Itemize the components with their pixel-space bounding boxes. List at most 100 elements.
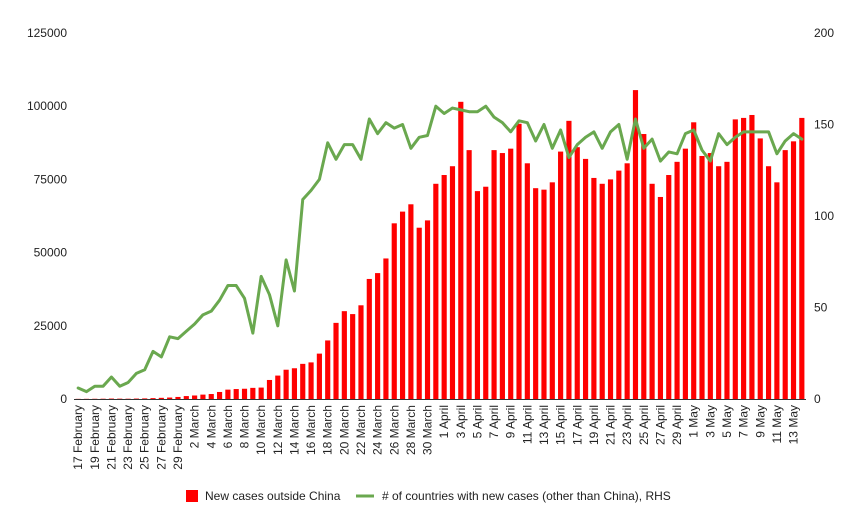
- line-point: [359, 158, 363, 161]
- legend-label-bar: New cases outside China: [205, 489, 341, 503]
- line-point: [675, 152, 679, 155]
- line-point: [775, 152, 779, 155]
- bar: [275, 375, 281, 399]
- x-tick-label: 4 March: [204, 405, 218, 448]
- bar: [641, 134, 647, 399]
- bar: [291, 368, 298, 399]
- bar: [582, 158, 589, 399]
- line-point: [617, 123, 621, 126]
- bar: [408, 204, 414, 399]
- bar: [716, 166, 722, 399]
- line-point: [800, 137, 804, 141]
- y-left-tick-label: 0: [60, 392, 67, 406]
- x-tick-label: 26 March: [387, 405, 401, 455]
- line-point: [334, 158, 338, 161]
- bar: [192, 395, 198, 399]
- bar: [624, 163, 630, 399]
- y-left-tick-label: 25000: [34, 319, 68, 333]
- line-point: [276, 324, 279, 327]
- bar: [183, 396, 189, 399]
- bar: [632, 90, 639, 399]
- y-right-tick-label: 0: [814, 392, 821, 406]
- line-point: [750, 130, 754, 134]
- bar: [790, 141, 797, 399]
- line-point: [692, 128, 695, 132]
- bar: [765, 166, 772, 399]
- line-point: [767, 130, 770, 134]
- x-tick-label: 21 February: [104, 405, 118, 470]
- line-point: [251, 331, 255, 335]
- line-point: [268, 293, 271, 296]
- line-point: [459, 108, 462, 112]
- bar: [591, 177, 597, 399]
- x-tick-label: 7 May: [737, 405, 751, 438]
- y-axis-right: 0 50 100 150 200: [814, 26, 834, 406]
- line-point: [642, 147, 645, 150]
- bar: [399, 211, 406, 399]
- y-right-tick-label: 200: [814, 26, 834, 40]
- line-point: [709, 159, 712, 163]
- bar: [749, 114, 755, 399]
- bar: [516, 123, 522, 400]
- bar: [508, 148, 514, 399]
- line-series: [76, 104, 804, 394]
- bar: [682, 148, 688, 399]
- x-tick-label: 1 April: [437, 405, 451, 438]
- bar: [707, 153, 713, 399]
- line-point: [284, 258, 288, 262]
- x-tick-label: 5 May: [720, 405, 734, 438]
- x-tick-label: 29 February: [171, 405, 185, 470]
- bar: [491, 150, 497, 399]
- line-point: [442, 112, 446, 115]
- bar: [757, 138, 763, 399]
- line-point: [293, 289, 296, 293]
- bar: [483, 186, 489, 399]
- bar: [607, 179, 614, 399]
- bar: [566, 120, 572, 399]
- line-point: [467, 110, 471, 113]
- bar: [741, 117, 747, 399]
- bar: [782, 150, 788, 399]
- line-point: [176, 337, 180, 340]
- bar: [316, 353, 322, 399]
- line-point: [93, 384, 97, 388]
- line-point: [509, 130, 512, 134]
- x-tick-label: 21 April: [604, 405, 618, 445]
- line-point: [368, 117, 371, 121]
- y-left-tick-label: 75000: [34, 172, 68, 186]
- line-point: [725, 143, 729, 146]
- line-point: [101, 384, 105, 388]
- bar: [649, 183, 655, 399]
- legend-label-line: # of countries with new cases (other tha…: [382, 489, 671, 503]
- line-point: [625, 158, 629, 161]
- line-point: [551, 147, 554, 150]
- line-point: [700, 148, 704, 152]
- bar: [233, 389, 239, 399]
- x-tick-label: 25 April: [637, 405, 651, 445]
- x-tick-label: 17 April: [570, 405, 584, 445]
- bar: [350, 314, 356, 399]
- line-point: [526, 121, 529, 124]
- x-tick-label: 27 April: [653, 405, 667, 445]
- bar: [167, 397, 173, 399]
- x-tick-label: 13 May: [787, 405, 801, 444]
- bar: [225, 389, 231, 399]
- line-point: [434, 105, 438, 108]
- bar: [474, 191, 481, 399]
- line-point: [193, 322, 196, 326]
- line-point: [576, 143, 579, 146]
- x-tick-label: 2 March: [188, 405, 202, 448]
- line-point: [118, 384, 121, 388]
- line-point: [734, 136, 737, 139]
- line-point: [601, 147, 604, 150]
- line-point: [534, 139, 537, 143]
- line-point: [135, 372, 138, 375]
- line-point: [784, 139, 787, 143]
- line-point: [559, 128, 562, 132]
- bar: [300, 363, 306, 399]
- bar: [674, 161, 680, 399]
- bar: [266, 379, 273, 399]
- x-tick-label: 3 April: [454, 405, 468, 438]
- line-point: [143, 368, 146, 371]
